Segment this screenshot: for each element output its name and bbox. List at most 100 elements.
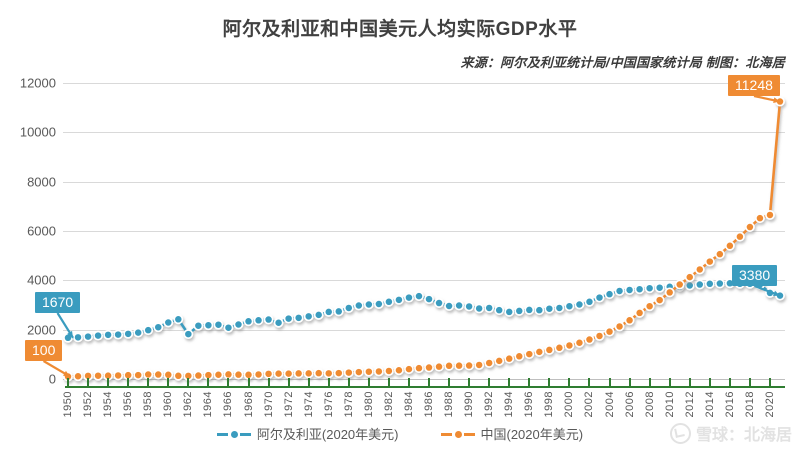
- data-point-marker[interactable]: [253, 315, 264, 326]
- data-point-marker[interactable]: [454, 360, 465, 371]
- data-point-marker[interactable]: [243, 316, 254, 327]
- data-point-marker[interactable]: [203, 320, 214, 331]
- data-point-marker[interactable]: [775, 96, 785, 107]
- data-point-marker[interactable]: [113, 329, 124, 340]
- data-point-marker[interactable]: [744, 222, 755, 233]
- data-point-marker[interactable]: [544, 303, 555, 314]
- data-point-marker[interactable]: [554, 303, 565, 313]
- data-point-marker[interactable]: [434, 298, 444, 308]
- data-point-marker[interactable]: [343, 303, 354, 313]
- data-point-marker[interactable]: [373, 299, 384, 309]
- data-point-marker[interactable]: [524, 304, 535, 315]
- data-point-marker[interactable]: [414, 363, 424, 374]
- data-point-marker[interactable]: [644, 301, 655, 312]
- data-point-marker[interactable]: [765, 287, 775, 298]
- data-point-marker[interactable]: [193, 370, 204, 381]
- data-point-marker[interactable]: [654, 295, 665, 306]
- data-point-marker[interactable]: [624, 315, 635, 326]
- data-point-marker[interactable]: [323, 306, 334, 317]
- data-point-marker[interactable]: [393, 365, 404, 376]
- legend-item-algeria[interactable]: 阿尔及利亚(2020年美元): [216, 424, 399, 443]
- data-point-marker[interactable]: [754, 213, 765, 224]
- data-point-marker[interactable]: [484, 358, 495, 368]
- data-point-marker[interactable]: [504, 306, 515, 317]
- data-point-marker[interactable]: [383, 296, 394, 307]
- data-point-marker[interactable]: [73, 371, 83, 382]
- data-point-marker[interactable]: [313, 309, 324, 320]
- data-point-marker[interactable]: [323, 368, 334, 379]
- data-point-marker[interactable]: [273, 368, 284, 379]
- data-point-marker[interactable]: [474, 359, 485, 370]
- data-point-marker[interactable]: [183, 329, 194, 340]
- data-point-marker[interactable]: [574, 299, 585, 310]
- data-point-marker[interactable]: [594, 292, 605, 303]
- data-point-marker[interactable]: [704, 256, 715, 267]
- data-point-marker[interactable]: [223, 322, 234, 333]
- data-point-marker[interactable]: [584, 334, 595, 345]
- data-point-marker[interactable]: [674, 279, 685, 290]
- data-point-marker[interactable]: [103, 329, 114, 340]
- data-point-marker[interactable]: [544, 344, 555, 355]
- data-point-marker[interactable]: [424, 294, 434, 305]
- data-point-marker[interactable]: [765, 210, 775, 220]
- data-point-marker[interactable]: [444, 301, 455, 311]
- data-point-marker[interactable]: [654, 282, 665, 293]
- data-point-marker[interactable]: [283, 368, 294, 379]
- data-point-marker[interactable]: [343, 367, 354, 378]
- data-point-marker[interactable]: [494, 355, 505, 366]
- data-point-marker[interactable]: [143, 325, 154, 336]
- data-point-marker[interactable]: [684, 272, 695, 283]
- data-point-marker[interactable]: [283, 313, 294, 324]
- data-point-marker[interactable]: [704, 278, 715, 289]
- data-point-marker[interactable]: [534, 346, 545, 357]
- data-point-marker[interactable]: [293, 312, 304, 323]
- data-point-marker[interactable]: [313, 368, 324, 379]
- data-point-marker[interactable]: [213, 319, 224, 330]
- data-point-marker[interactable]: [73, 332, 83, 343]
- data-point-marker[interactable]: [554, 342, 565, 353]
- data-point-marker[interactable]: [373, 366, 384, 377]
- data-point-marker[interactable]: [404, 364, 414, 375]
- data-point-marker[interactable]: [714, 278, 725, 289]
- data-point-marker[interactable]: [303, 368, 314, 379]
- data-point-marker[interactable]: [514, 305, 525, 316]
- data-point-marker[interactable]: [734, 231, 745, 242]
- data-point-marker[interactable]: [714, 249, 725, 260]
- data-point-marker[interactable]: [353, 300, 364, 311]
- data-point-marker[interactable]: [393, 294, 404, 305]
- data-point-marker[interactable]: [634, 284, 645, 295]
- data-point-marker[interactable]: [263, 314, 274, 325]
- data-point-marker[interactable]: [253, 369, 264, 380]
- data-point-marker[interactable]: [564, 340, 575, 351]
- data-point-marker[interactable]: [163, 317, 174, 328]
- data-point-marker[interactable]: [524, 349, 535, 360]
- data-point-marker[interactable]: [123, 328, 134, 339]
- data-point-marker[interactable]: [584, 296, 595, 307]
- data-point-marker[interactable]: [93, 370, 104, 381]
- data-point-marker[interactable]: [83, 331, 94, 342]
- data-point-marker[interactable]: [594, 331, 605, 341]
- data-point-marker[interactable]: [303, 311, 314, 322]
- data-point-marker[interactable]: [644, 283, 655, 294]
- data-point-marker[interactable]: [775, 290, 785, 301]
- data-point-marker[interactable]: [213, 369, 224, 380]
- data-point-marker[interactable]: [63, 332, 73, 343]
- data-point-marker[interactable]: [273, 317, 284, 328]
- legend-item-china[interactable]: 中国(2020年美元): [440, 424, 583, 443]
- data-point-marker[interactable]: [363, 366, 374, 377]
- data-point-marker[interactable]: [624, 285, 635, 295]
- data-point-marker[interactable]: [424, 362, 434, 373]
- data-point-marker[interactable]: [514, 351, 525, 362]
- data-point-marker[interactable]: [444, 360, 455, 371]
- data-point-marker[interactable]: [684, 280, 695, 291]
- data-point-marker[interactable]: [263, 368, 274, 379]
- data-point-marker[interactable]: [404, 292, 414, 303]
- data-point-marker[interactable]: [383, 366, 394, 376]
- data-point-marker[interactable]: [93, 330, 104, 341]
- data-point-marker[interactable]: [494, 305, 505, 316]
- data-point-marker[interactable]: [634, 307, 645, 318]
- data-point-marker[interactable]: [434, 361, 444, 372]
- data-point-marker[interactable]: [724, 240, 735, 251]
- data-point-marker[interactable]: [574, 337, 585, 348]
- data-point-marker[interactable]: [153, 369, 164, 380]
